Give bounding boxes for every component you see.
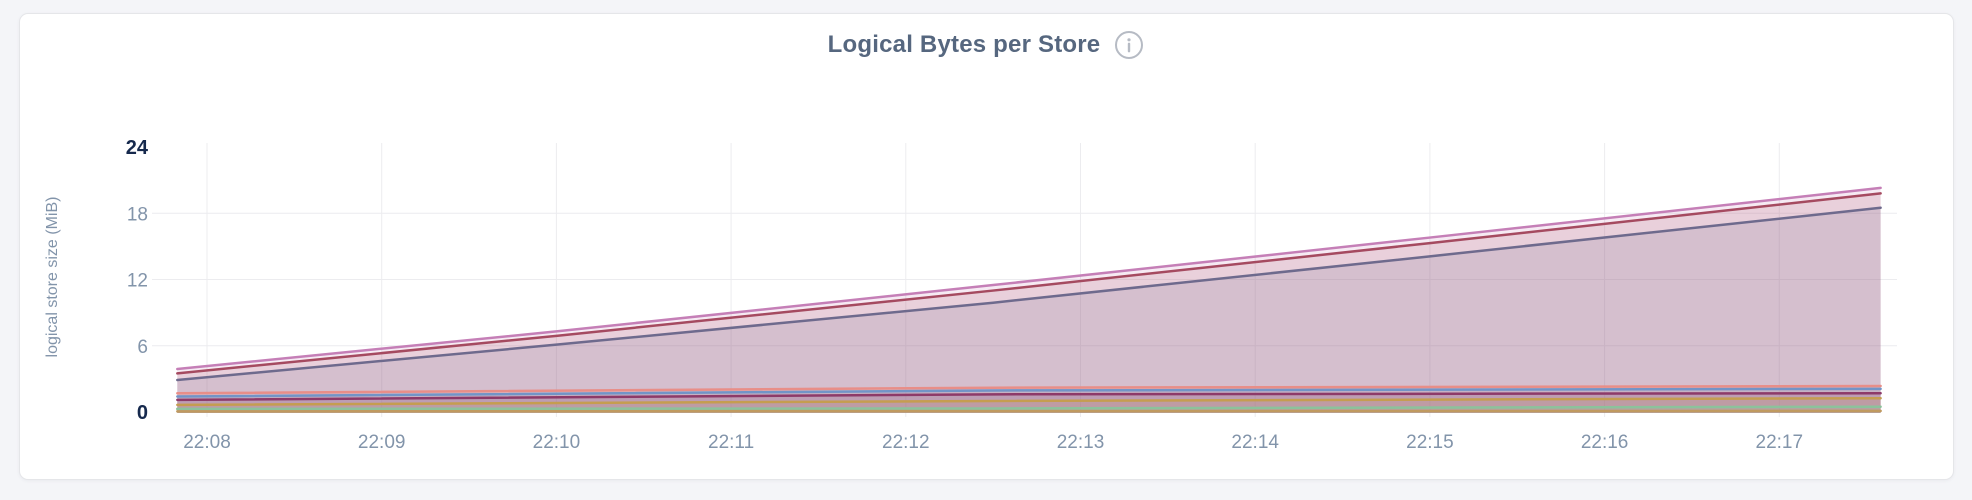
series-line-slate [176, 206, 1882, 382]
series-line-salmon [176, 384, 1882, 395]
y-tick-label: 0 [137, 402, 148, 424]
series-area-dark-red [177, 193, 1881, 413]
series-line-plum [176, 391, 1882, 402]
series-line-dark-red [176, 192, 1882, 375]
y-tick-label: 24 [126, 137, 149, 159]
chart-header: Logical Bytes per Store [0, 30, 1972, 60]
x-tick-label: 22:16 [1581, 432, 1629, 453]
y-tick-label: 6 [137, 337, 148, 358]
series-line-pink [176, 186, 1882, 371]
x-tick-label: 22:15 [1406, 432, 1454, 453]
series-area-slate [177, 207, 1881, 413]
x-tick-label: 22:14 [1231, 432, 1279, 453]
y-tick-label: 12 [127, 271, 148, 292]
y-tick-label: 18 [127, 204, 148, 225]
y-axis-title: logical store size (MiB) [44, 197, 61, 358]
x-tick-label: 22:10 [533, 432, 581, 453]
x-tick-label: 22:13 [1057, 432, 1105, 453]
info-icon[interactable] [1114, 30, 1144, 60]
x-tick-label: 22:17 [1756, 432, 1804, 453]
series-line-gold [176, 396, 1882, 407]
x-tick-label: 22:12 [882, 432, 930, 453]
series-line-green [176, 405, 1882, 411]
x-tick-label: 22:11 [708, 432, 754, 453]
x-tick-label: 22:09 [358, 432, 406, 453]
page-title: Logical Bytes per Store [827, 31, 1101, 58]
x-tick-label: 22:08 [183, 432, 231, 453]
series-area-pink [177, 187, 1881, 413]
series-line-blue [176, 387, 1882, 398]
chart-plot-area[interactable] [152, 143, 1897, 417]
